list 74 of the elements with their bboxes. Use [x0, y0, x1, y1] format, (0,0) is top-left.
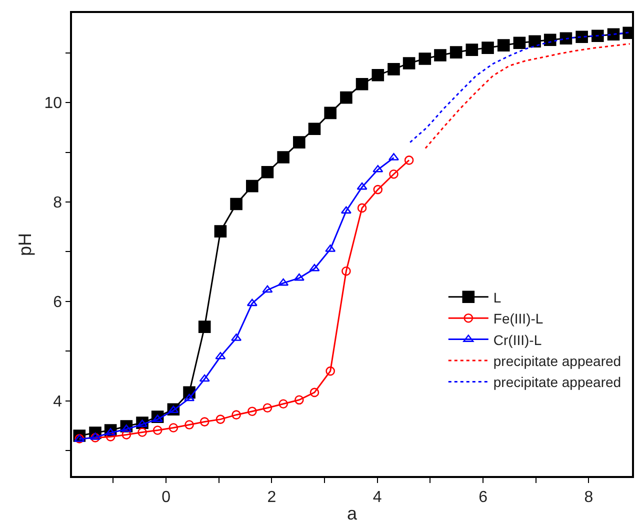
point	[404, 156, 414, 165]
point	[326, 366, 335, 376]
point	[294, 395, 304, 405]
point	[497, 39, 510, 52]
point	[199, 374, 210, 382]
point	[342, 266, 351, 276]
point	[402, 57, 416, 70]
point	[214, 225, 227, 238]
point	[324, 106, 336, 120]
point	[246, 298, 258, 306]
legend-label: precipitate appeared	[493, 352, 622, 369]
point	[576, 30, 588, 44]
legend-label: L	[493, 289, 502, 306]
point	[152, 426, 162, 435]
point	[309, 264, 320, 272]
point	[122, 430, 132, 440]
point	[198, 320, 211, 333]
point	[230, 198, 242, 210]
legend-label: Cr(III)-L	[493, 332, 542, 348]
y-tick-label: 4	[53, 394, 62, 411]
x-axis-title: a	[346, 504, 358, 524]
point	[310, 388, 320, 398]
point	[278, 399, 288, 409]
point	[528, 35, 541, 48]
point	[388, 63, 400, 76]
point	[450, 46, 462, 58]
point	[248, 406, 257, 416]
x-tick-label: 4	[372, 488, 382, 506]
point	[246, 180, 258, 192]
point	[184, 394, 195, 402]
point	[294, 273, 304, 281]
point	[184, 420, 194, 430]
point	[544, 34, 556, 46]
point	[293, 136, 306, 148]
point	[308, 122, 321, 136]
point	[513, 36, 526, 49]
point	[372, 69, 384, 82]
point	[389, 169, 398, 179]
point	[356, 182, 368, 190]
legend-label: Fe(III)-L	[493, 310, 544, 327]
point	[232, 410, 241, 420]
point	[466, 44, 478, 56]
point	[356, 78, 368, 90]
x-tick-label: 6	[478, 488, 488, 506]
point	[200, 417, 210, 426]
point	[373, 184, 383, 194]
x-tick-label: 0	[162, 488, 171, 506]
point	[262, 285, 273, 293]
point	[340, 206, 352, 214]
point	[216, 414, 226, 424]
point	[418, 52, 432, 65]
point	[277, 151, 290, 164]
x-tick-label: 8	[584, 488, 594, 506]
point	[138, 428, 147, 437]
point	[261, 166, 274, 178]
x-tick-label: 2	[267, 488, 276, 506]
point	[168, 423, 178, 432]
y-tick-label: 8	[53, 194, 62, 212]
point	[482, 42, 494, 54]
line-series	[424, 43, 631, 150]
y-tick-label: 10	[44, 95, 62, 112]
point	[560, 32, 572, 45]
y-axis-title: pH	[14, 232, 35, 256]
point	[340, 91, 352, 104]
point	[592, 30, 604, 42]
point	[215, 352, 226, 360]
y-tick-label: 6	[53, 294, 62, 312]
point	[357, 203, 367, 213]
point	[278, 278, 289, 286]
legend-label: precipitate appeared	[493, 374, 622, 390]
point	[434, 49, 446, 62]
point	[262, 403, 272, 413]
point	[607, 28, 620, 41]
point	[90, 433, 100, 442]
